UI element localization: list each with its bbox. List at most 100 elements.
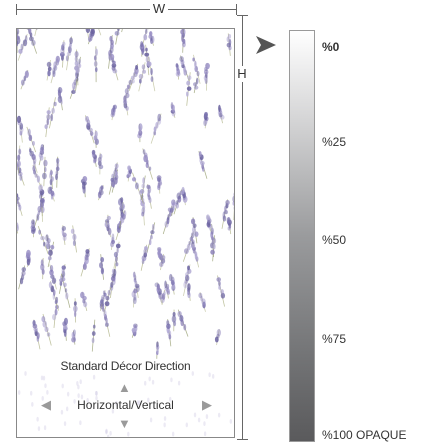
lavender-bud	[115, 262, 119, 267]
lavender-bud	[78, 58, 81, 65]
lavender-bud	[228, 38, 232, 46]
lavender-bud	[171, 206, 175, 211]
lavender-bud	[64, 288, 68, 293]
lavender-bud-faint	[79, 420, 82, 426]
lavender-bud-faint	[191, 371, 194, 376]
lavender-bud	[61, 265, 66, 270]
lavender-bud	[144, 246, 148, 251]
lavender-bud	[177, 311, 182, 317]
lavender-bud	[47, 255, 52, 261]
lavender-bud-faint	[43, 425, 47, 431]
lavender-bud	[146, 61, 152, 67]
lavender-bud	[164, 280, 167, 289]
lavender-bud	[123, 210, 127, 217]
lavender-bud	[142, 149, 146, 155]
lavender-bud	[71, 331, 75, 339]
down-arrow-icon: ▼	[118, 416, 131, 431]
lavender-bud	[119, 216, 123, 222]
lavender-bud	[186, 91, 189, 97]
lavender-bud	[217, 280, 221, 287]
lavender-bud	[205, 214, 210, 221]
lavender-bud	[116, 247, 119, 254]
lavender-bud	[80, 291, 85, 299]
lavender-bud	[166, 320, 170, 326]
lavender-bud-faint	[41, 396, 44, 401]
lavender-bud	[42, 320, 47, 328]
lavender-bud	[109, 35, 113, 42]
pointer-arrow-icon	[256, 36, 276, 54]
lavender-bud	[74, 51, 79, 58]
lavender-bud	[65, 55, 69, 62]
lavender-bud	[46, 110, 51, 115]
lavender-bud-faint	[151, 379, 155, 385]
lavender-bud	[182, 32, 186, 38]
lavender-bud	[73, 301, 77, 306]
lavender-bud	[141, 183, 146, 189]
lavender-bud	[17, 196, 20, 201]
lavender-bud	[153, 130, 157, 136]
lavender-bud	[69, 37, 73, 45]
lavender-bud	[142, 69, 146, 74]
lavender-bud	[100, 256, 105, 263]
lavender-bud	[232, 195, 234, 203]
lavender-bud	[205, 62, 210, 70]
lavender-bud	[107, 289, 111, 296]
lavender-bud	[186, 86, 192, 91]
lavender-bud	[40, 259, 44, 266]
lavender-bud-faint	[148, 376, 151, 382]
lavender-bud	[28, 29, 32, 35]
lavender-bud	[21, 267, 27, 272]
lavender-bud	[120, 197, 124, 203]
lavender-bud	[17, 29, 20, 32]
lavender-bud	[232, 201, 234, 206]
lavender-bud	[72, 329, 76, 337]
lavender-bud-faint	[193, 412, 197, 418]
lavender-bud	[157, 247, 162, 252]
lavender-bud	[150, 234, 153, 240]
opacity-label-100: %100 OPAQUE	[322, 428, 407, 442]
lavender-bud-faint	[203, 421, 206, 427]
lavender-bud	[188, 240, 191, 246]
lavender-bud	[131, 177, 137, 182]
lavender-bud	[170, 102, 174, 110]
lavender-bud	[73, 305, 78, 313]
lavender-bud	[36, 175, 41, 183]
lavender-bud	[85, 29, 91, 34]
lavender-bud	[39, 202, 44, 208]
lavender-bud	[210, 249, 215, 255]
lavender-bud	[111, 239, 116, 245]
lavender-bud	[73, 310, 77, 318]
lavender-bud	[99, 262, 104, 269]
direction-title: Standard Décor Direction	[60, 359, 191, 373]
lavender-bud	[220, 289, 224, 295]
lavender-bud	[132, 271, 136, 278]
lavender-bud-faint	[61, 383, 64, 389]
lavender-bud	[38, 229, 42, 235]
lavender-bud	[20, 79, 25, 86]
lavender-bud-faint	[76, 380, 79, 386]
width-label: W	[150, 1, 168, 17]
lavender-bud	[115, 243, 121, 249]
lavender-bud	[172, 311, 176, 317]
lavender-bud	[17, 115, 22, 124]
width-tick-right	[236, 4, 237, 15]
lavender-bud	[34, 173, 38, 178]
lavender-bud	[40, 198, 45, 203]
lavender-stem	[115, 29, 119, 45]
lavender-bud	[111, 63, 117, 68]
lavender-bud	[214, 336, 219, 343]
lavender-bud-faint	[79, 379, 82, 385]
lavender-bud	[113, 268, 117, 277]
lavender-bud-faint	[106, 434, 110, 437]
lavender-bud-faint	[197, 417, 201, 423]
lavender-bud	[155, 122, 159, 129]
lavender-bud	[201, 298, 206, 306]
lavender-bud	[141, 64, 146, 70]
lavender-bud	[31, 39, 36, 46]
lavender-bud	[192, 223, 197, 229]
height-tick-top	[237, 15, 248, 16]
lavender-bud	[91, 337, 95, 344]
lavender-bud	[169, 207, 174, 213]
lavender-stem	[121, 29, 123, 33]
lavender-bud	[212, 237, 217, 244]
